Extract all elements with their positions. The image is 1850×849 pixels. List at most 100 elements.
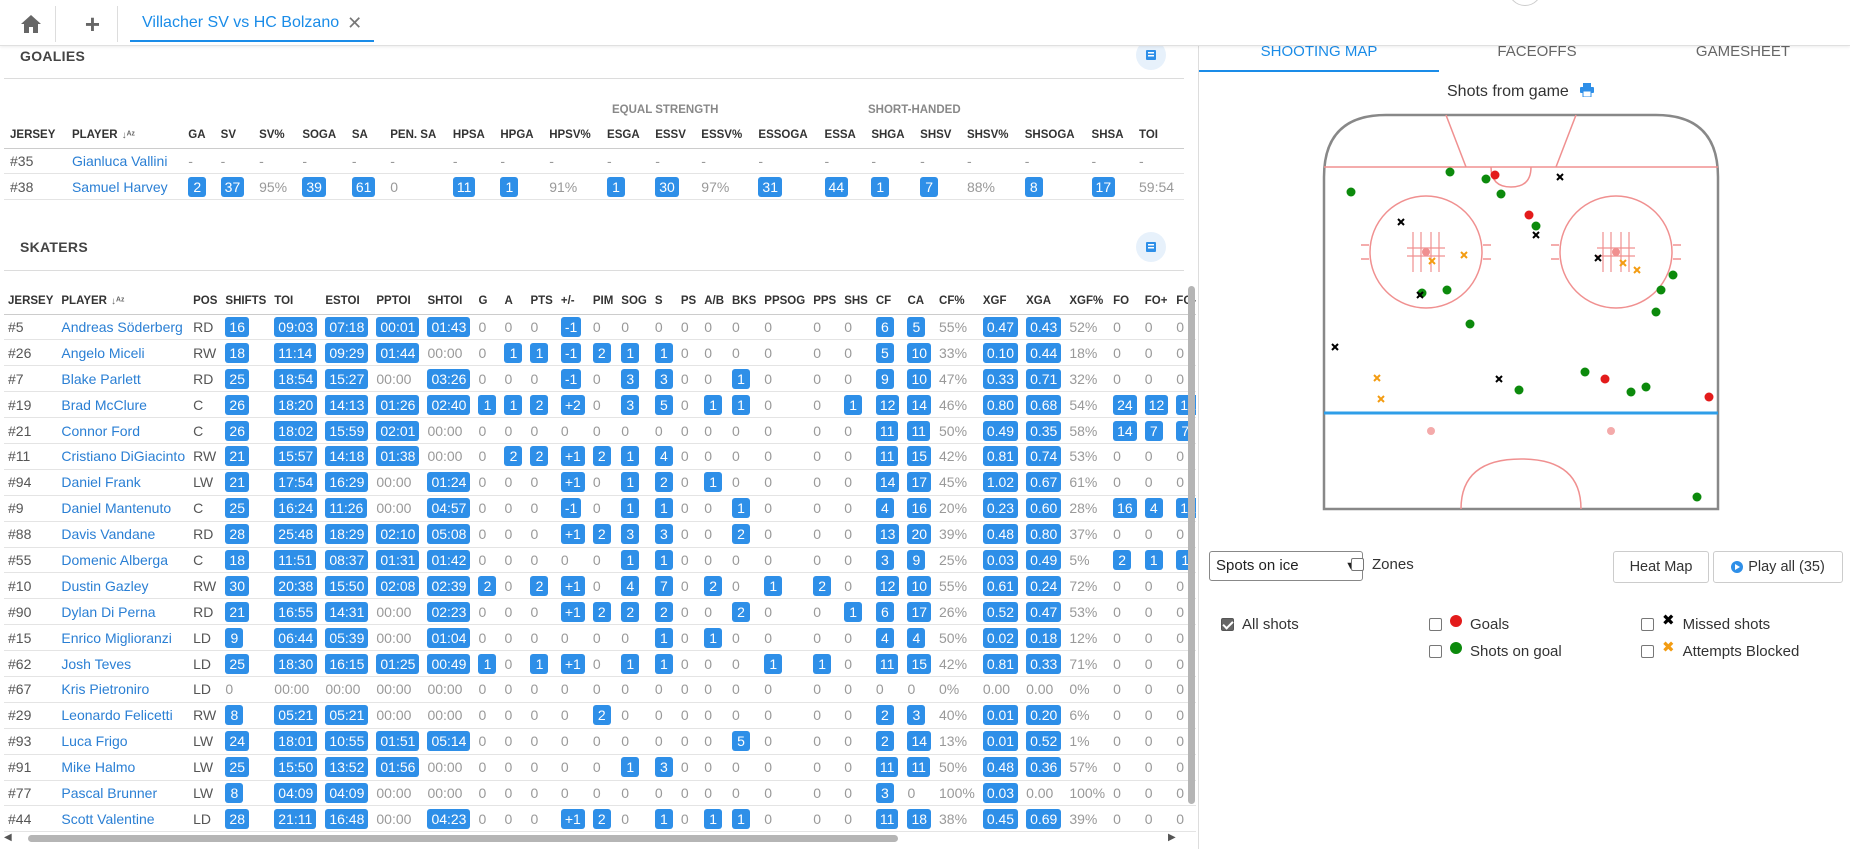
- add-tab-button[interactable]: +: [68, 6, 118, 42]
- stat-badge[interactable]: 18:01: [274, 731, 318, 752]
- goalie-col-header[interactable]: SV%: [253, 122, 297, 149]
- stat-badge[interactable]: 14:13: [325, 394, 369, 415]
- stat-badge[interactable]: 16: [907, 498, 932, 519]
- stat-badge[interactable]: 21: [225, 601, 249, 622]
- stat-badge[interactable]: 1: [1144, 549, 1163, 570]
- stat-badge[interactable]: 17: [907, 472, 932, 493]
- skater-name-link[interactable]: Scott Valentine: [57, 805, 190, 833]
- stat-badge[interactable]: 13: [875, 524, 900, 545]
- stat-badge[interactable]: 2: [704, 575, 723, 596]
- stat-badge[interactable]: 0.47: [982, 316, 1019, 337]
- stat-badge[interactable]: +1: [560, 653, 585, 674]
- shot-missed[interactable]: [1495, 375, 1503, 383]
- stat-badge[interactable]: 24: [1113, 394, 1137, 415]
- stat-badge[interactable]: 1: [871, 176, 890, 197]
- stat-badge[interactable]: -1: [560, 342, 582, 363]
- stat-badge[interactable]: 2: [732, 601, 750, 622]
- stat-badge[interactable]: 11: [907, 757, 930, 778]
- goalie-col-header[interactable]: PEN. SA: [384, 122, 447, 149]
- shot-on-goal[interactable]: [1626, 387, 1636, 397]
- stat-badge[interactable]: 18: [225, 342, 249, 363]
- stat-badge[interactable]: 1: [654, 808, 673, 829]
- stat-badge[interactable]: 12: [875, 394, 900, 415]
- filter-all-shots[interactable]: All shots: [1221, 616, 1299, 633]
- skater-name-link[interactable]: Andreas Söderberg: [57, 314, 190, 341]
- goalie-col-header[interactable]: SHSV%: [960, 122, 1019, 149]
- stat-badge[interactable]: 4: [621, 575, 640, 596]
- stat-badge[interactable]: 11: [875, 446, 899, 467]
- stat-badge[interactable]: 11:51: [274, 549, 317, 570]
- stat-badge[interactable]: 2: [1113, 549, 1132, 570]
- stat-badge[interactable]: 1: [530, 342, 549, 363]
- stat-badge[interactable]: 05:21: [274, 705, 318, 726]
- stat-badge[interactable]: 31: [758, 176, 782, 197]
- stat-badge[interactable]: 5: [907, 316, 926, 337]
- stat-badge[interactable]: 0.01: [982, 731, 1019, 752]
- stat-badge[interactable]: 14: [907, 731, 932, 752]
- stat-badge[interactable]: 03:26: [427, 368, 471, 389]
- skater-col-header[interactable]: SHTOI: [423, 288, 475, 315]
- stat-badge[interactable]: +1: [560, 446, 585, 467]
- stat-badge[interactable]: 2: [530, 394, 549, 415]
- goalies-export-button[interactable]: [1136, 46, 1166, 70]
- stat-badge[interactable]: 21: [225, 472, 249, 493]
- skater-name-link[interactable]: Luca Frigo: [57, 728, 190, 755]
- stat-badge[interactable]: 15: [907, 653, 932, 674]
- stat-badge[interactable]: 13:52: [325, 757, 369, 778]
- stat-badge[interactable]: 0.20: [1026, 705, 1062, 726]
- stat-badge[interactable]: 1: [504, 342, 523, 363]
- skater-name-link[interactable]: Davis Vandane: [57, 521, 190, 548]
- stat-badge[interactable]: 02:01: [376, 420, 420, 441]
- stat-badge[interactable]: 1: [732, 368, 750, 389]
- stat-badge[interactable]: 2: [530, 446, 549, 467]
- stat-badge[interactable]: -1: [560, 316, 582, 337]
- stat-badge[interactable]: 0.69: [1026, 808, 1062, 829]
- zones-toggle[interactable]: Zones: [1351, 556, 1414, 573]
- goalie-col-header[interactable]: SHSOGA: [1018, 122, 1086, 149]
- skater-col-header[interactable]: PS: [676, 288, 701, 315]
- stat-badge[interactable]: -1: [560, 368, 582, 389]
- stat-badge[interactable]: 10: [907, 368, 932, 389]
- stat-badge[interactable]: 2: [188, 176, 207, 197]
- stat-badge[interactable]: 0.33: [982, 368, 1019, 389]
- stat-badge[interactable]: 1: [530, 653, 549, 674]
- goalie-col-header[interactable]: PLAYER ↓ᴬᶻ: [65, 122, 183, 149]
- missed-checkbox[interactable]: [1641, 618, 1654, 631]
- skater-name-link[interactable]: Dylan Di Perna: [57, 598, 190, 626]
- heat-map-button[interactable]: Heat Map: [1613, 551, 1709, 583]
- stat-badge[interactable]: 01:04: [427, 627, 471, 648]
- stat-badge[interactable]: +1: [560, 472, 585, 493]
- stat-badge[interactable]: 1: [621, 472, 640, 493]
- stat-badge[interactable]: 61: [351, 176, 376, 197]
- stat-badge[interactable]: 0.03: [982, 549, 1019, 570]
- stat-badge[interactable]: 8: [225, 705, 244, 726]
- stat-badge[interactable]: 12: [875, 575, 900, 596]
- stat-badge[interactable]: 0.03: [982, 782, 1019, 803]
- stat-badge[interactable]: 3: [907, 705, 926, 726]
- stat-badge[interactable]: 05:08: [427, 524, 471, 545]
- stat-badge[interactable]: 2: [654, 601, 673, 622]
- shot-missed[interactable]: [1556, 173, 1564, 181]
- stat-badge[interactable]: 0.01: [982, 705, 1019, 726]
- stat-badge[interactable]: 16:55: [274, 601, 318, 622]
- stat-badge[interactable]: 10: [907, 342, 932, 363]
- stat-badge[interactable]: 11: [907, 420, 930, 441]
- skater-col-header[interactable]: XGF%: [1065, 288, 1110, 315]
- skater-col-header[interactable]: PLAYER ↓ᴬᶻ: [57, 288, 190, 315]
- skater-name-link[interactable]: Blake Parlett: [57, 365, 190, 393]
- skater-col-header[interactable]: XGA: [1022, 288, 1066, 315]
- stat-badge[interactable]: 01:38: [376, 446, 420, 467]
- stat-badge[interactable]: 15:57: [274, 446, 318, 467]
- shot-on-goal[interactable]: [1656, 285, 1666, 295]
- stat-badge[interactable]: 02:40: [427, 394, 471, 415]
- shot-blocked[interactable]: [1428, 257, 1436, 265]
- stat-badge[interactable]: 4: [875, 498, 894, 519]
- stat-badge[interactable]: 9: [225, 627, 244, 648]
- shot-on-goal[interactable]: [1496, 189, 1506, 199]
- stat-badge[interactable]: 02:39: [427, 575, 471, 596]
- stat-badge[interactable]: 11: [875, 757, 899, 778]
- filter-on-goal[interactable]: Shots on goal: [1429, 641, 1562, 660]
- stat-badge[interactable]: 01:44: [376, 342, 420, 363]
- stat-badge[interactable]: 01:24: [427, 472, 471, 493]
- goals-checkbox[interactable]: [1429, 618, 1442, 631]
